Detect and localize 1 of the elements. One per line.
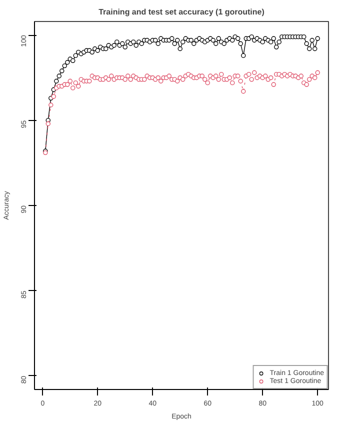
chart-title: Training and test set accuracy (1 goroutine) (98, 8, 265, 16)
